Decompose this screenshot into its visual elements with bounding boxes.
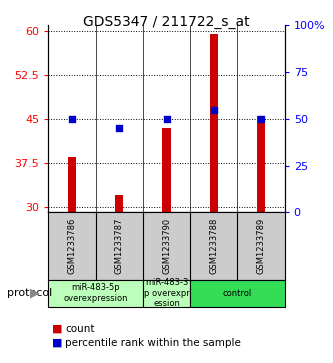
Bar xyxy=(190,280,285,307)
Text: GDS5347 / 211722_s_at: GDS5347 / 211722_s_at xyxy=(83,15,250,29)
Text: control: control xyxy=(223,289,252,298)
Bar xyxy=(48,280,143,307)
Text: ■: ■ xyxy=(52,338,62,348)
Bar xyxy=(143,280,190,307)
Bar xyxy=(68,157,76,212)
Bar xyxy=(257,116,265,212)
Text: miR-483-5p
overexpression: miR-483-5p overexpression xyxy=(63,284,128,303)
Text: count: count xyxy=(65,323,95,334)
Text: GSM1233788: GSM1233788 xyxy=(209,218,218,274)
Point xyxy=(164,116,169,122)
Point xyxy=(258,116,264,122)
Bar xyxy=(115,195,124,212)
Bar xyxy=(162,128,171,212)
Point xyxy=(117,125,122,131)
Point xyxy=(69,116,75,122)
Text: protocol: protocol xyxy=(7,288,52,298)
Text: GSM1233787: GSM1233787 xyxy=(115,218,124,274)
Text: GSM1233789: GSM1233789 xyxy=(256,218,266,274)
Text: ■: ■ xyxy=(52,323,62,334)
Text: GSM1233786: GSM1233786 xyxy=(67,218,77,274)
Text: GSM1233790: GSM1233790 xyxy=(162,218,171,274)
Bar xyxy=(209,34,218,212)
Point xyxy=(211,107,216,113)
Text: miR-483-3
p overexpr
ession: miR-483-3 p overexpr ession xyxy=(144,278,189,308)
Text: percentile rank within the sample: percentile rank within the sample xyxy=(65,338,241,348)
Text: ▶: ▶ xyxy=(30,287,40,300)
